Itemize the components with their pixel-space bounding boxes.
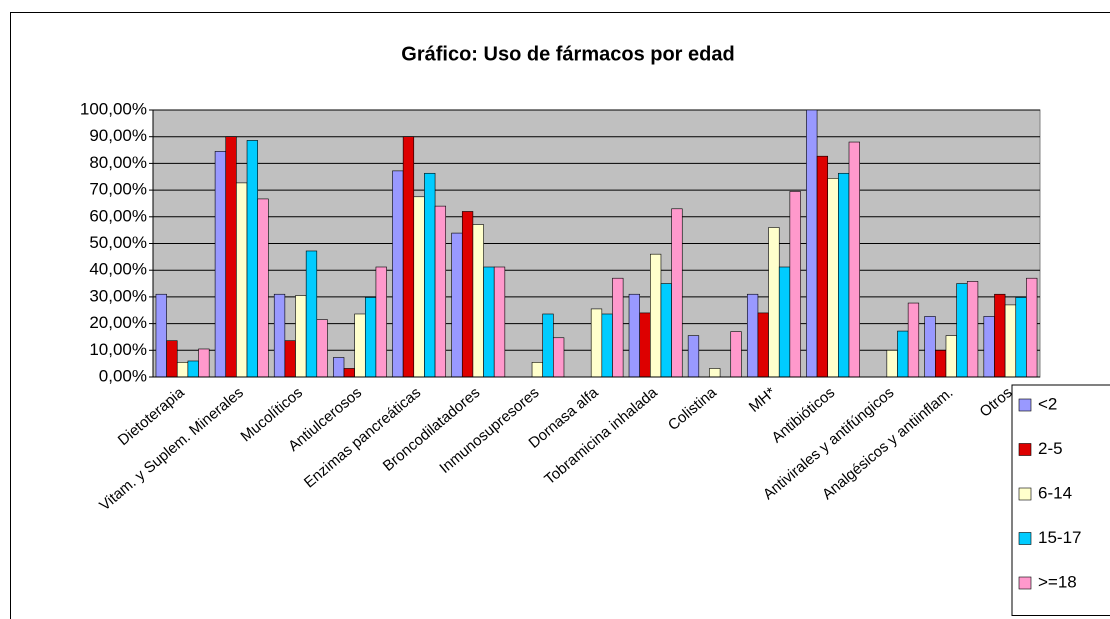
- bar: [660, 283, 672, 378]
- bar: [451, 232, 463, 378]
- y-tick-label: 70,00%: [89, 180, 147, 199]
- bar: [1004, 304, 1017, 378]
- bar: [472, 224, 484, 378]
- bar: [295, 295, 307, 378]
- bar: [827, 178, 839, 378]
- bar: [542, 313, 554, 378]
- bar: [816, 155, 829, 378]
- bar: [483, 266, 495, 378]
- bar: [413, 196, 425, 378]
- bar: [639, 312, 651, 378]
- bar: [907, 302, 920, 378]
- bar: [553, 337, 565, 378]
- bar: [198, 348, 210, 378]
- bar: [789, 191, 801, 378]
- bar: [316, 319, 328, 378]
- bar: [392, 170, 404, 378]
- bar: [402, 136, 415, 378]
- legend-swatch: [1018, 487, 1032, 501]
- bar: [214, 151, 227, 378]
- bar: [886, 349, 898, 378]
- bar: [994, 293, 1006, 378]
- bar: [956, 283, 968, 378]
- bar: [461, 211, 474, 378]
- bar: [155, 293, 167, 378]
- legend-label: 6-14: [1038, 483, 1072, 502]
- bar: [746, 293, 759, 378]
- bar: [806, 109, 818, 378]
- bar: [354, 313, 366, 378]
- y-tick-label: 0,00%: [99, 366, 147, 385]
- bar: [176, 362, 189, 378]
- bar: [246, 140, 258, 378]
- y-tick-label: 10,00%: [89, 340, 147, 359]
- legend-swatch: [1018, 576, 1032, 590]
- bar: [709, 368, 721, 378]
- bar: [236, 182, 248, 378]
- y-tick-label: 80,00%: [89, 153, 147, 172]
- bar: [768, 227, 780, 378]
- bar: [966, 281, 979, 378]
- bar: [343, 368, 355, 378]
- bar: [364, 297, 377, 378]
- bar: [333, 357, 345, 378]
- bar: [848, 141, 860, 378]
- bar: [924, 316, 936, 378]
- legend-label: 15-17: [1038, 528, 1081, 547]
- bar: [166, 340, 178, 378]
- bar: [935, 349, 947, 378]
- bar: [493, 266, 506, 378]
- bar: [225, 136, 237, 378]
- bar: [273, 293, 286, 378]
- bar: [531, 362, 543, 378]
- bar: [983, 316, 995, 378]
- bar: [601, 313, 613, 378]
- bar: [757, 312, 769, 378]
- bar: [257, 198, 269, 378]
- bar: [778, 266, 791, 378]
- y-tick-label: 100,00%: [80, 99, 147, 118]
- legend-label: 2-5: [1038, 439, 1063, 458]
- legend-swatch: [1018, 532, 1032, 545]
- bar: [945, 335, 957, 378]
- legend-swatch: [1018, 398, 1032, 412]
- y-tick-label: 50,00%: [89, 233, 147, 252]
- bar: [612, 277, 624, 378]
- legend-swatch: [1018, 443, 1032, 456]
- y-tick-label: 60,00%: [89, 206, 147, 225]
- bar: [730, 331, 742, 378]
- bar: [671, 208, 683, 378]
- y-tick-label: 30,00%: [89, 286, 147, 305]
- bar: [305, 250, 318, 378]
- bar: [187, 360, 199, 378]
- legend-label: <2: [1038, 394, 1057, 413]
- bar: [687, 335, 700, 378]
- bar: [284, 340, 296, 378]
- y-tick-label: 90,00%: [89, 126, 147, 145]
- bar: [434, 205, 447, 378]
- bar: [1026, 277, 1038, 378]
- y-tick-label: 20,00%: [89, 313, 147, 332]
- bar: [590, 308, 603, 378]
- legend-label: >=18: [1038, 572, 1077, 591]
- bar: [628, 293, 640, 378]
- chart-title: Gráfico: Uso de fármacos por edad: [401, 43, 734, 65]
- bar: [897, 330, 909, 378]
- bar: [650, 253, 662, 378]
- bar: [375, 266, 387, 378]
- y-tick-label: 40,00%: [89, 260, 147, 279]
- bar: [424, 172, 436, 378]
- bar: [1015, 297, 1027, 378]
- bar: [838, 172, 850, 378]
